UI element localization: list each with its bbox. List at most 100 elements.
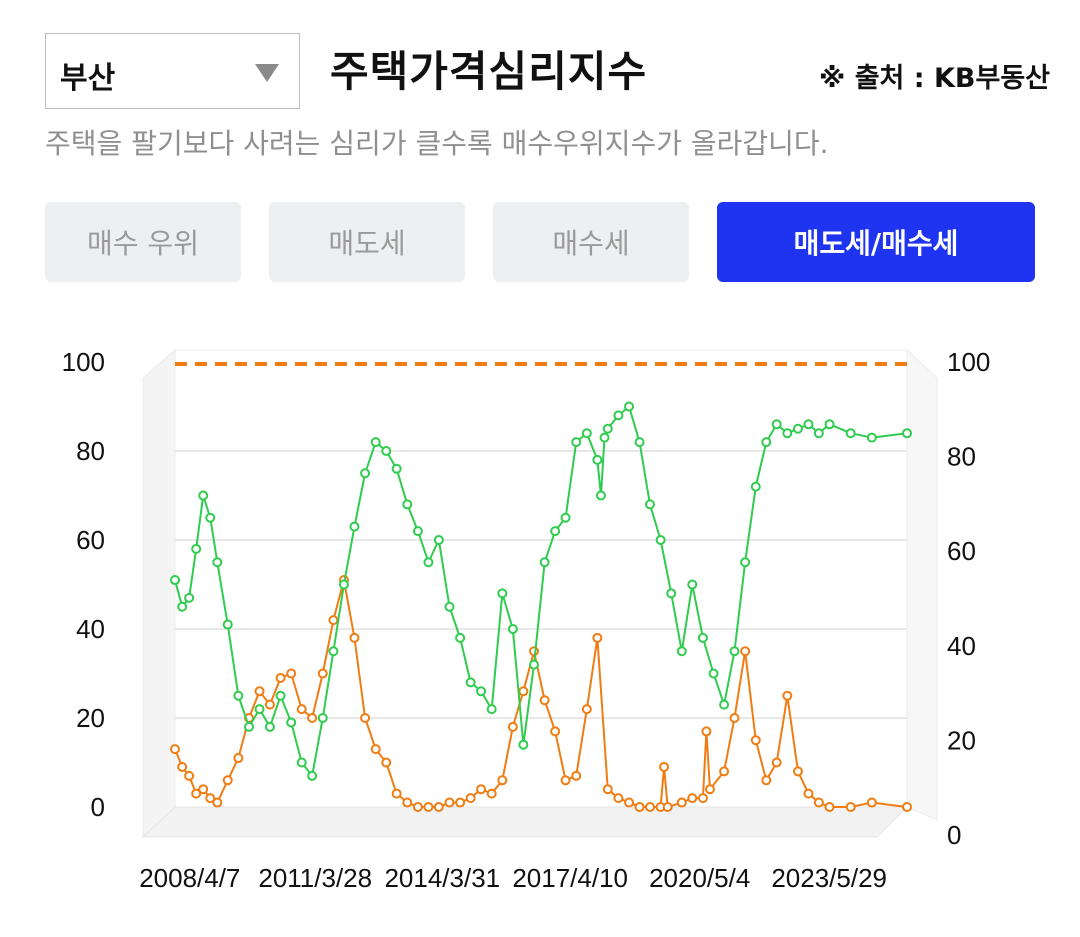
- data-point: [391, 788, 402, 799]
- data-point: [264, 721, 275, 732]
- data-point: [349, 632, 360, 643]
- data-point: [529, 646, 540, 657]
- tab-buy-trend[interactable]: 매수세: [493, 202, 689, 282]
- data-point: [866, 432, 877, 443]
- data-point: [328, 646, 339, 657]
- data-point: [595, 490, 606, 501]
- data-point: [433, 802, 444, 812]
- data-point: [177, 761, 188, 772]
- chevron-down-icon: [255, 64, 279, 82]
- data-point: [275, 690, 286, 701]
- data-point: [507, 721, 518, 732]
- data-point: [370, 744, 381, 755]
- data-point: [560, 775, 571, 786]
- chart-floor: [141, 806, 909, 838]
- data-point: [701, 726, 712, 737]
- data-point: [613, 410, 624, 421]
- data-point: [771, 419, 782, 430]
- x-tick: 2020/5/4: [649, 863, 750, 893]
- tab-sell-buy-trend[interactable]: 매도세/매수세: [717, 202, 1035, 282]
- page-subtitle: 주택을 팔기보다 사려는 심리가 클수록 매수우위지수가 올라갑니다.: [45, 127, 829, 160]
- data-point: [676, 646, 687, 657]
- data-point: [666, 588, 677, 599]
- data-point: [613, 793, 624, 804]
- data-point: [198, 784, 209, 795]
- data-point: [845, 428, 856, 439]
- data-point: [381, 757, 392, 768]
- data-point: [184, 592, 195, 603]
- data-point: [581, 704, 592, 715]
- data-point: [676, 797, 687, 808]
- data-point: [729, 646, 740, 657]
- y-tick-left: 20: [76, 703, 105, 733]
- data-point: [296, 704, 307, 715]
- series-line-0: [174, 579, 908, 809]
- data-point: [550, 726, 561, 737]
- y-tick-right: 40: [947, 631, 976, 661]
- data-point: [233, 690, 244, 701]
- y-tick-right: 20: [947, 725, 976, 755]
- data-point: [507, 624, 518, 634]
- data-point: [697, 632, 708, 643]
- data-point: [704, 784, 715, 795]
- region-select-value: 부산: [60, 61, 116, 96]
- data-point: [402, 797, 413, 808]
- data-point: [813, 797, 824, 808]
- data-point: [486, 704, 497, 715]
- data-point: [697, 793, 708, 804]
- x-tick: 2011/3/28: [258, 863, 372, 893]
- data-point: [465, 793, 476, 804]
- tab-buy-dominance[interactable]: 매수 우위: [45, 202, 241, 282]
- data-point: [433, 535, 444, 545]
- data-point: [761, 775, 772, 786]
- data-point: [198, 490, 209, 501]
- x-tick: 2017/4/10: [512, 863, 628, 893]
- data-point: [599, 432, 610, 443]
- data-point: [529, 659, 540, 670]
- data-point: [902, 802, 912, 812]
- data-point: [222, 775, 233, 786]
- data-point: [286, 717, 297, 728]
- data-point: [560, 512, 571, 523]
- data-point: [719, 766, 730, 777]
- data-point: [177, 601, 188, 612]
- y-tick-right: 100: [947, 347, 990, 377]
- data-point: [539, 695, 550, 706]
- data-point: [184, 770, 195, 781]
- data-point: [761, 437, 772, 448]
- data-point: [634, 802, 645, 812]
- data-point: [902, 428, 912, 439]
- data-point: [740, 646, 751, 657]
- data-point: [803, 419, 814, 430]
- data-point: [602, 423, 613, 434]
- data-point: [644, 802, 655, 812]
- chart-left-wall: [142, 348, 176, 839]
- x-tick: 2008/4/7: [139, 863, 240, 893]
- data-point: [518, 739, 529, 750]
- chart: 0 20 40 60 80 100 0 20 40 60 80 100 2008/4/7 2011/3…: [62, 347, 991, 893]
- data-point: [655, 535, 666, 545]
- data-point: [444, 601, 455, 612]
- data-point: [687, 793, 698, 804]
- region-select[interactable]: 부산: [45, 33, 300, 109]
- data-point: [792, 423, 803, 434]
- data-point: [476, 784, 487, 795]
- data-point: [412, 802, 423, 812]
- data-point: [659, 761, 670, 772]
- data-point: [581, 428, 592, 439]
- data-point: [264, 699, 275, 710]
- y-tick-left: 100: [62, 347, 105, 377]
- chart-back-wall: [174, 349, 908, 808]
- data-point: [571, 770, 582, 781]
- data-point: [307, 713, 318, 723]
- data-point: [455, 797, 466, 808]
- data-point: [444, 797, 455, 808]
- y-tick-left: 80: [76, 436, 105, 466]
- data-point: [243, 721, 254, 732]
- data-point: [644, 499, 655, 510]
- data-point: [391, 463, 402, 474]
- tab-sell-trend[interactable]: 매도세: [269, 202, 465, 282]
- y-tick-left: 40: [76, 614, 105, 644]
- data-point: [824, 802, 835, 812]
- data-point: [170, 744, 180, 755]
